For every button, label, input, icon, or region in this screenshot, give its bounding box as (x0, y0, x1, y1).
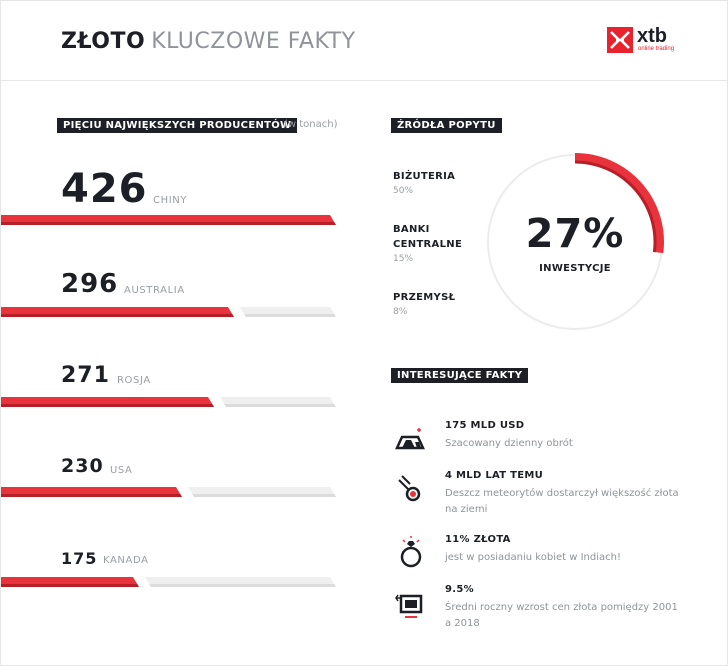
producer-bar (1, 397, 214, 407)
ring-value: 27% (525, 211, 625, 257)
producer-value: 426 (61, 166, 148, 212)
page-title: ZŁOTO KLUCZOWE FAKTY (61, 29, 356, 54)
producer-bar-track (240, 307, 336, 317)
title-strong: ZŁOTO (61, 29, 146, 54)
producer-value: 175 (61, 549, 98, 568)
fact-desc: jest w posiadaniu kobiet w Indiach! (445, 552, 621, 563)
producer-country: USA (110, 465, 133, 476)
producer-country: KANADA (103, 555, 149, 566)
producer-bar (1, 307, 234, 317)
demand-label: BIŻUTERIA (393, 171, 456, 182)
demand-tag: ŹRÓDŁA POPYTU (391, 118, 502, 133)
ring-icon (400, 536, 422, 568)
fact-desc: Deszcz meteorytów dostarczył większość z… (445, 488, 679, 515)
producer-bar-track (145, 577, 336, 587)
xtb-logo: xtb online trading (607, 25, 677, 55)
fact-title: 11% ZŁOTA (445, 534, 511, 545)
producer-country: CHINY (153, 195, 188, 206)
demand-item: BANKI CENTRALNE 15% (393, 222, 473, 264)
xtb-x-icon (607, 27, 633, 53)
logo-subtext: online trading (638, 46, 675, 52)
demand-label: BANKI CENTRALNE (393, 224, 463, 250)
fact-title: 4 MLD LAT TEMU (445, 470, 544, 481)
fact-desc: Średni roczny wzrost cen złota pomiędzy … (445, 602, 678, 629)
demand-item: PRZEMYSŁ 8% (393, 290, 455, 317)
ring-arc (574, 153, 664, 254)
facts-tag: INTERESUJĄCE FAKTY (391, 368, 529, 383)
demand-pct: 15% (393, 254, 414, 264)
gold-bars-icon (395, 428, 425, 450)
producer-bar (1, 577, 139, 587)
producer-bar-track (220, 397, 336, 407)
ring-arc-shadow (574, 160, 657, 253)
demand-label: PRZEMYSŁ (393, 292, 456, 303)
header: ZŁOTO KLUCZOWE FAKTY xtb online trading (1, 1, 727, 81)
demand-item: BIŻUTERIA 50% (393, 169, 455, 196)
demand-pct: 50% (393, 186, 414, 196)
producer-bar (1, 487, 182, 497)
producers-tag: PIĘCIU NAJWIĘKSZYCH PRODUCENTÓW (57, 118, 298, 133)
price-chart-icon (395, 594, 423, 618)
demand-pct: 8% (393, 307, 408, 317)
producer-bar-track (188, 487, 336, 497)
meteor-icon (398, 475, 421, 502)
producer-country: AUSTRALIA (124, 285, 185, 296)
ring-label: INWESTYCJE (539, 263, 611, 274)
producer-value: 296 (61, 269, 119, 299)
fact-title: 175 MLD USD (445, 420, 525, 431)
fact-desc: Szacowany dzienny obrót (445, 438, 573, 449)
producer-value: 230 (61, 455, 104, 477)
producer-value: 271 (61, 363, 110, 388)
producer-country: ROSJA (117, 375, 151, 386)
producer-bar (1, 215, 336, 225)
logo-text: xtb (637, 25, 667, 47)
fact-title: 9.5% (445, 584, 474, 595)
producers-note: (w tonach) (284, 119, 338, 130)
title-light: KLUCZOWE FAKTY (151, 29, 356, 54)
demand-ring (487, 153, 664, 330)
